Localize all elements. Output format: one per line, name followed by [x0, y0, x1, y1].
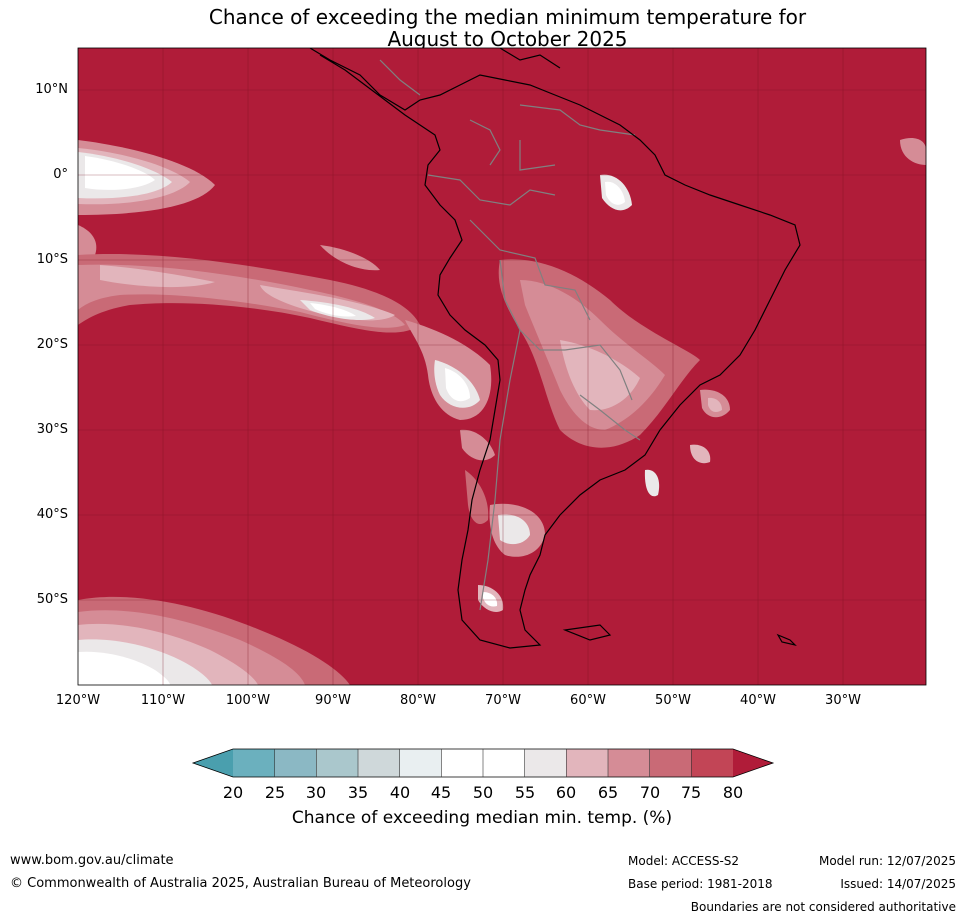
colorbar-tick-30: 30 [305, 783, 327, 802]
lon-label-40w: 40°W [740, 693, 776, 708]
colorbar-tick-60: 60 [555, 783, 577, 802]
colorbar-tick-80: 80 [722, 783, 744, 802]
lat-label-40s: 40°S [36, 507, 68, 522]
colorbar-bin-50-55 [483, 749, 525, 777]
website-link[interactable]: www.bom.gov.au/climate [10, 853, 174, 868]
colorbar-bin-25-30 [274, 749, 317, 777]
lon-label-50w: 50°W [655, 693, 691, 708]
boundaries-disclaimer: Boundaries are not considered authoritat… [690, 900, 956, 914]
colorbar-tick-25: 25 [264, 783, 286, 802]
lon-label-110w: 110°W [140, 693, 186, 708]
lon-label-70w: 70°W [485, 693, 521, 708]
colorbar-tick-65: 65 [597, 783, 619, 802]
colorbar-tick-75: 75 [680, 783, 702, 802]
colorbar-bin-20-25 [233, 749, 275, 777]
colorbar-high-arrow [733, 749, 773, 777]
colorbar-bin-65-70 [608, 749, 650, 777]
map-frame [77, 47, 927, 686]
colorbar-bin-45-50 [441, 749, 483, 777]
colorbar-tick-20: 20 [222, 783, 244, 802]
anomaly-south-pacific-band [78, 245, 420, 333]
graticule [78, 48, 926, 685]
colorbar-bin-40-45 [399, 749, 442, 777]
colorbar-tick-55: 55 [514, 783, 536, 802]
lon-label-120w: 120°W [55, 693, 101, 708]
colorbar-bin-35-40 [358, 749, 400, 777]
colorbar [191, 748, 775, 778]
base-period: Base period: 1981-2018 [628, 877, 773, 891]
model-run-date: Model run: 12/07/2025 [818, 854, 956, 868]
colorbar-tick-70: 70 [639, 783, 661, 802]
copyright-notice: © Commonwealth of Australia 2025, Austra… [10, 876, 471, 891]
lon-label-100w: 100°W [225, 693, 271, 708]
lon-label-80w: 80°W [400, 693, 436, 708]
lat-label-30s: 30°S [36, 422, 68, 437]
map-title-line1: Chance of exceeding the median minimum t… [208, 5, 807, 29]
lat-label-10n: 10°N [35, 82, 68, 97]
lat-label-20s: 20°S [36, 337, 68, 352]
colorbar-tick-35: 35 [347, 783, 369, 802]
map-background [78, 48, 926, 685]
colorbar-tick-40: 40 [389, 783, 411, 802]
coastline [309, 48, 801, 649]
lat-label-10s: 10°S [36, 252, 68, 267]
lat-label-0: 0° [53, 167, 68, 182]
colorbar-bin-60-65 [566, 749, 608, 777]
map-title-line2: August to October 2025 [387, 27, 628, 51]
lon-label-60w: 60°W [570, 693, 606, 708]
colorbar-low-arrow [193, 749, 233, 777]
colorbar-bin-75-80 [691, 749, 733, 777]
colorbar-bin-55-60 [524, 749, 567, 777]
anomaly-patagonia [478, 503, 545, 612]
lat-label-50s: 50°S [36, 592, 68, 607]
lon-label-90w: 90°W [315, 693, 351, 708]
colorbar-title: Chance of exceeding median min. temp. (%… [291, 808, 673, 828]
colorbar-bin-30-35 [316, 749, 358, 777]
lon-label-30w: 30°W [825, 693, 861, 708]
colorbar-bin-70-75 [649, 749, 692, 777]
colorbar-tick-45: 45 [430, 783, 452, 802]
issued-date: Issued: 14/07/2025 [840, 877, 956, 891]
country-borders [379, 59, 641, 611]
model-name: Model: ACCESS-S2 [628, 854, 740, 868]
colorbar-tick-50: 50 [472, 783, 494, 802]
anomaly-equatorial-pacific [78, 140, 215, 260]
